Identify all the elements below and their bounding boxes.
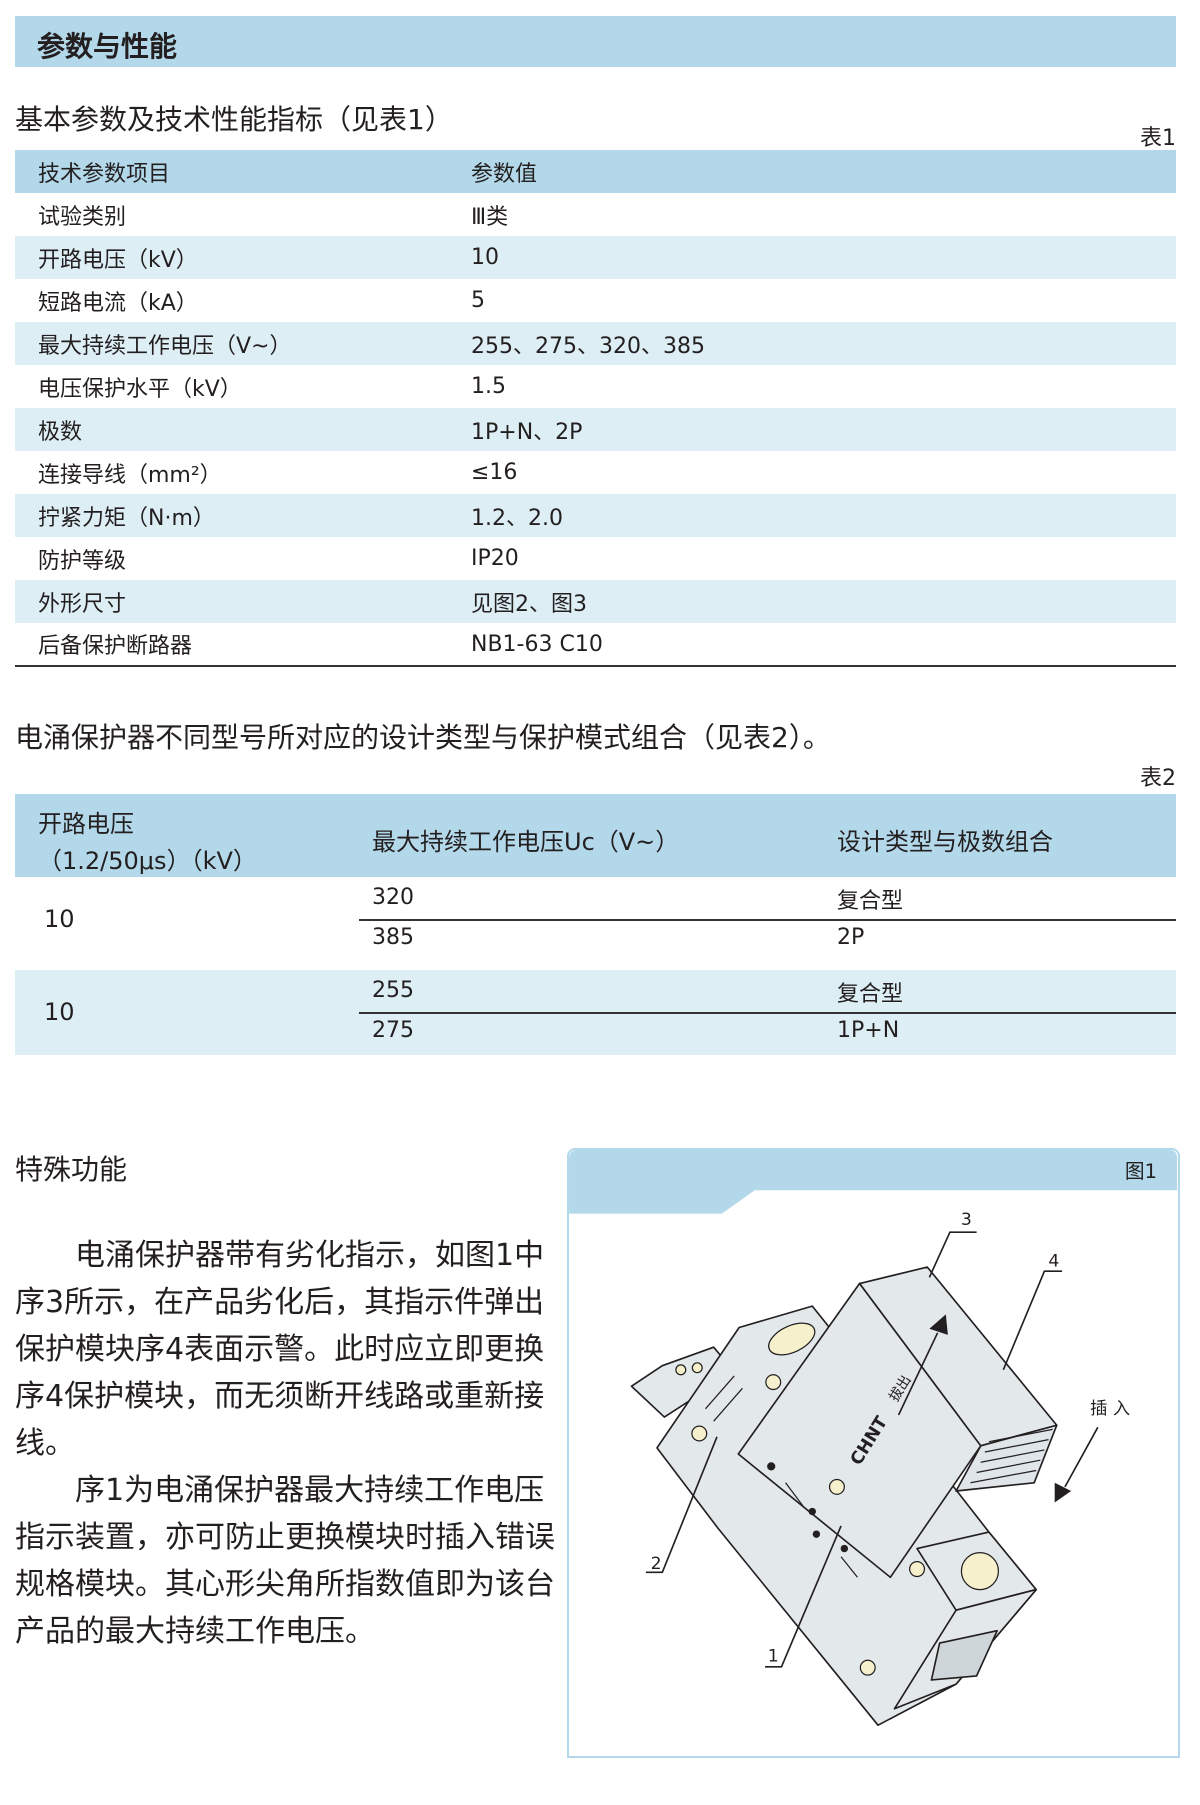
row-divider [359, 1012, 1176, 1014]
table2-header: 开路电压 （1.2/50μs）（kV） 最大持续工作电压Uc（V~） 设计类型与… [15, 794, 1176, 877]
table-row: 连接导线（mm²） ≤16 [15, 451, 1176, 494]
insert-arrow-icon [1064, 1426, 1099, 1488]
param-value: 10 [471, 236, 1176, 279]
param-name: 后备保护断路器 [38, 634, 193, 659]
figure-header-shape [569, 1150, 1178, 1214]
param-name: 外形尺寸 [15, 580, 471, 623]
table-row: 防护等级 IP20 [15, 537, 1176, 580]
callout-1-leader [765, 1525, 842, 1668]
group-voltage: 10 [44, 905, 75, 933]
callout-2: 2 [651, 1554, 662, 1574]
cell-design: 2P [837, 925, 865, 950]
section-title: 参数与性能 [37, 30, 178, 63]
table2-group: 10 255 复合型 275 1P+N [15, 970, 1176, 1055]
special-heading: 特殊功能 [15, 1153, 128, 1186]
figure-1: 图1 3 4 2 1 插 入 CHNT 拔出 [567, 1148, 1180, 1758]
paragraph: 电涌保护器带有劣化指示，如图1中序3所示，在产品劣化后，其指示件弹出保护模块序4… [15, 1238, 545, 1461]
screw-icon [768, 1322, 816, 1356]
col-header-uc: 最大持续工作电压Uc（V~） [372, 828, 680, 856]
callout-3: 3 [961, 1210, 972, 1230]
table2-heading: 电涌保护器不同型号所对应的设计类型与保护模式组合（见表2）。 [15, 721, 831, 754]
callout-1: 1 [768, 1647, 779, 1667]
group-voltage: 10 [44, 998, 75, 1026]
param-value: IP20 [471, 546, 519, 571]
screw-icon [828, 1478, 845, 1495]
insert-label: 插 入 [1090, 1399, 1130, 1419]
screw-icon [909, 1561, 926, 1578]
param-value: 1P+N、2P [471, 408, 1176, 451]
section-header: 参数与性能 [15, 16, 1176, 67]
param-value: 1.5 [471, 374, 506, 399]
param-name: 开路电压（kV） [15, 236, 471, 279]
param-value: NB1-63 C10 [471, 631, 603, 657]
param-name: 最大持续工作电压（V~） [15, 322, 471, 365]
table-header-row: 技术参数项目 参数值 [15, 150, 1176, 193]
col-header-voltage: 开路电压 [38, 810, 134, 838]
col-header-voltage-unit: （1.2/50μs）（kV） [38, 847, 257, 875]
spd-illustration: 图1 3 4 2 1 插 入 CHNT 拔出 [569, 1150, 1178, 1727]
param-value: 1.2、2.0 [471, 494, 1176, 537]
terminal-opening [930, 1629, 998, 1681]
param-value: 5 [471, 288, 485, 313]
table2-group: 10 320 复合型 385 2P [15, 877, 1176, 962]
param-value: 见图2、图3 [471, 580, 1176, 623]
param-value: ≤16 [471, 460, 518, 485]
param-name: 短路电流（kA） [38, 290, 198, 316]
table-row: 短路电流（kA） 5 [15, 279, 1176, 322]
terminal-screw-icon [960, 1552, 1000, 1591]
cell-uc: 255 [372, 978, 414, 1003]
param-name: 试验类别 [38, 204, 127, 230]
param-value: 255、275、320、385 [471, 322, 1176, 365]
module-end [955, 1424, 1058, 1492]
cell-uc: 320 [372, 885, 414, 910]
cell-design: 复合型 [837, 889, 904, 914]
col-header-design: 设计类型与极数组合 [837, 828, 1053, 856]
callout-4: 4 [1048, 1251, 1059, 1271]
param-value: Ⅲ类 [471, 204, 509, 230]
table1-tag: 表1 [1140, 126, 1176, 151]
cell-uc: 385 [372, 925, 414, 950]
table-row: 极数 1P+N、2P [15, 408, 1176, 451]
parameters-table: 技术参数项目 参数值 试验类别 Ⅲ类 开路电压（kV） 10 短路电流（kA） 5 最大持续工作… [15, 150, 1176, 667]
param-name: 防护等级 [38, 548, 127, 574]
table1-heading: 基本参数及技术性能指标（见表1） [15, 103, 453, 136]
table-row: 拧紧力矩（N·m） 1.2、2.0 [15, 494, 1176, 537]
table-row: 开路电压（kV） 10 [15, 236, 1176, 279]
paragraph: 序1为电涌保护器最大持续工作电压指示装置，亦可防止更换模块时插入错误规格模块。其… [15, 1473, 555, 1649]
param-name: 技术参数项目 [15, 150, 471, 193]
figure-tag: 图1 [1125, 1160, 1157, 1183]
screw-icon [691, 1425, 708, 1442]
cell-design: 复合型 [837, 982, 904, 1007]
param-name: 电压保护水平（kV） [38, 376, 242, 402]
pull-arrow-icon [897, 1332, 939, 1416]
param-value: 参数值 [471, 150, 1176, 193]
callout-4-leader [1002, 1270, 1063, 1371]
screw-icon [859, 1659, 876, 1676]
cell-uc: 275 [372, 1018, 414, 1043]
table-row: 后备保护断路器 NB1-63 C10 [15, 623, 1176, 666]
screw-icon [765, 1374, 782, 1391]
callout-3-leader [928, 1231, 977, 1278]
table2-tag: 表2 [1140, 766, 1176, 791]
table-row: 外形尺寸 见图2、图3 [15, 580, 1176, 623]
table-row: 电压保护水平（kV） 1.5 [15, 365, 1176, 408]
cell-design: 1P+N [837, 1018, 900, 1043]
special-description: 电涌保护器带有劣化指示，如图1中序3所示，在产品劣化后，其指示件弹出保护模块序4… [15, 1232, 555, 1655]
row-divider [359, 919, 1176, 921]
callout-2-leader [645, 1436, 718, 1574]
param-name: 极数 [15, 408, 471, 451]
param-name: 拧紧力矩（N·m） [15, 494, 471, 537]
table-row: 最大持续工作电压（V~） 255、275、320、385 [15, 322, 1176, 365]
param-name: 连接导线（mm²） [38, 462, 222, 488]
table-row: 试验类别 Ⅲ类 [15, 193, 1176, 236]
